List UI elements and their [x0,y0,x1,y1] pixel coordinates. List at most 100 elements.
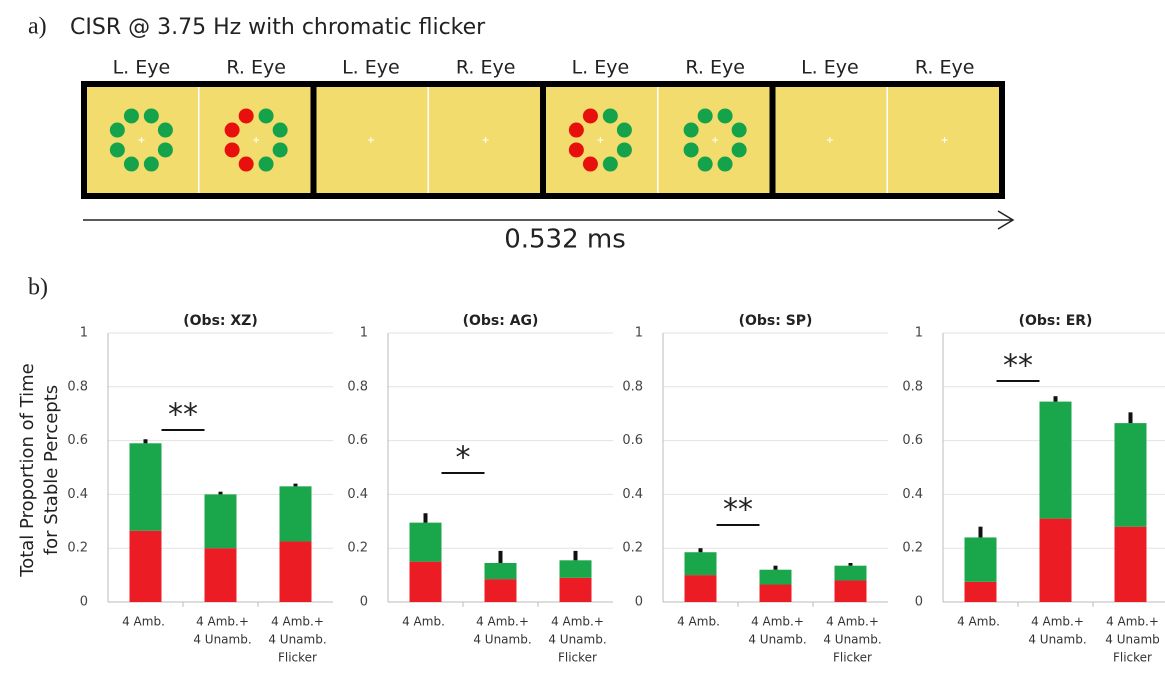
chart-title: (Obs: XZ) [183,313,257,329]
dot [239,108,254,123]
dot [144,108,159,123]
y-tick-label: 0.4 [622,487,643,502]
dot [259,108,274,123]
y-tick-label: 0.4 [67,487,88,502]
bar-segment [280,541,312,602]
x-tick-label: 4 Amb.+ [476,615,529,629]
x-tick-label: 4 Unamb. [268,633,326,647]
y-tick-label: 0.2 [622,541,643,556]
bar-segment [280,486,312,541]
x-tick-label: 4 Unamb. [193,633,251,647]
y-tick-label: 0.2 [67,541,88,556]
dot [273,142,288,157]
bar-segment [1040,402,1072,519]
y-tick-label: 0.6 [622,433,643,448]
bar-segment [130,531,162,602]
dot [603,157,618,172]
dot [110,123,125,138]
x-tick-label: 4 Amb.+ [196,615,249,629]
dot [158,142,173,157]
error-bar [574,551,578,560]
dot [144,157,159,172]
y-tick-label: 0.8 [622,379,643,394]
y-axis-label: Total Proportion of Time [17,363,38,577]
x-tick-label: 4 Amb.+ [1106,615,1159,629]
bar-segment [760,585,792,602]
x-tick-label: 4 Amb. [677,615,720,629]
error-bar [294,484,298,487]
dot [732,142,747,157]
error-bar [774,566,778,570]
dot [124,108,139,123]
x-tick-label: 4 Unamb. [1028,633,1086,647]
x-tick-label: 4 Amb.+ [826,615,879,629]
significance-stars: ** [168,398,198,433]
eye-label: R. Eye [685,57,745,79]
x-tick-label: 4 Amb. [402,615,445,629]
dot [583,157,598,172]
y-tick-label: 0.6 [347,433,368,448]
bar-segment [560,560,592,577]
dot [124,157,139,172]
bar-segment [485,563,517,579]
dot [698,108,713,123]
eye-label: L. Eye [342,57,400,79]
x-tick-label: 4 Unamb. [548,633,606,647]
y-tick-label: 0.8 [902,379,923,394]
y-tick-label: 0.6 [67,433,88,448]
eye-label: L. Eye [801,57,859,79]
bar-segment [560,578,592,602]
eye-label: R. Eye [226,57,286,79]
bar-segment [130,443,162,530]
y-tick-label: 0.6 [902,433,923,448]
y-tick-label: 0 [80,595,88,610]
x-tick-label: Flicker [558,651,597,665]
y-tick-label: 0.2 [902,541,923,556]
dot [273,123,288,138]
x-tick-label: Flicker [833,651,872,665]
dot [583,108,598,123]
error-bar [499,551,503,563]
chart-title: (Obs: AG) [463,313,539,329]
y-tick-label: 0 [635,595,643,610]
bar-segment [1040,519,1072,602]
bar-segment [1115,527,1147,602]
y-tick-label: 0 [360,595,368,610]
dot [698,157,713,172]
dot [617,123,632,138]
bar-segment [205,494,237,548]
x-tick-label: 4 Amb.+ [1031,615,1084,629]
diagram-title: CISR @ 3.75 Hz with chromatic flicker [70,15,486,40]
error-bar [849,563,853,566]
dot [569,142,584,157]
eye-label: R. Eye [456,57,516,79]
dot [603,108,618,123]
y-tick-label: 0.4 [347,487,368,502]
x-tick-label: 4 Amb.+ [751,615,804,629]
x-tick-label: Flicker [278,651,317,665]
bar-segment [835,580,867,602]
bar-segment [1115,423,1147,527]
x-tick-label: 4 Amb. [957,615,1000,629]
bar-segment [205,548,237,602]
duration: 0.532 ms [504,225,626,255]
x-tick-label: 4 Amb. [122,615,165,629]
x-tick-label: 4 Unamb [1105,633,1160,647]
y-tick-label: 0.2 [347,541,368,556]
error-bar [219,492,223,495]
y-tick-label: 1 [360,326,368,341]
dot [225,123,240,138]
error-bar [699,548,703,552]
y-tick-label: 1 [915,326,923,341]
error-bar [979,527,983,538]
x-tick-label: 4 Unamb. [748,633,806,647]
chart-title: (Obs: SP) [739,313,813,329]
dot [617,142,632,157]
figure: a) CISR @ 3.75 Hz with chromatic flicker… [0,0,1165,673]
y-tick-label: 0.4 [902,487,923,502]
y-axis-label: for Stable Percepts [41,385,62,555]
x-tick-label: Flicker [1113,651,1152,665]
chart-title: (Obs: ER) [1019,313,1093,329]
bar-segment [965,582,997,602]
error-bar [1054,396,1058,401]
